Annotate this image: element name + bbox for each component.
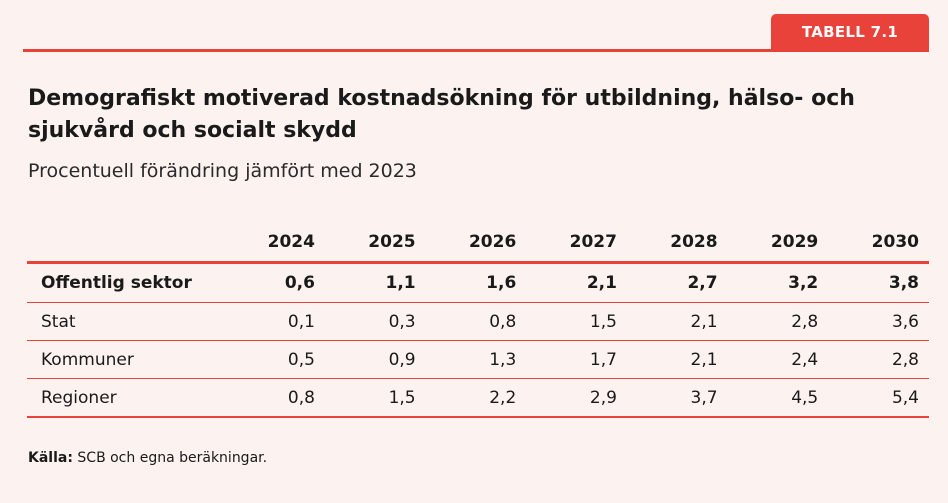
table-cell: 1,6	[425, 262, 527, 303]
column-header-2030: 2030	[828, 220, 929, 264]
table-cell: 0,5	[224, 340, 325, 379]
table-cell: 1,3	[425, 340, 527, 379]
table-cell: 3,8	[828, 262, 929, 303]
table-cell: 1,7	[526, 340, 627, 379]
column-header-2024: 2024	[224, 220, 325, 264]
column-header-2025: 2025	[324, 220, 426, 264]
table-cell: 3,2	[727, 262, 829, 303]
source-text: SCB och egna beräkningar.	[72, 450, 268, 466]
table-cell: 2,2	[425, 378, 527, 418]
column-header-2029: 2029	[727, 220, 829, 264]
table-title: Demografiskt motiverad kostnadsökning fö…	[28, 86, 855, 143]
table-cell: 3,7	[626, 378, 728, 418]
table-cell: 2,7	[626, 262, 728, 303]
row-label: Stat	[27, 302, 225, 341]
table-cell: 1,1	[324, 262, 426, 303]
table-cell: 2,9	[526, 378, 627, 418]
column-header-2026: 2026	[425, 220, 527, 264]
table-cell: 0,9	[324, 340, 426, 379]
table-number-tag: TABELL 7.1	[771, 14, 929, 50]
top-divider	[23, 49, 929, 52]
header-row: 2024 2025 2026 2027 2028 2029 2030	[27, 220, 929, 264]
table-cell: 2,8	[828, 340, 929, 379]
row-label: Offentlig sektor	[27, 262, 225, 303]
table-cell: 5,4	[828, 378, 929, 418]
table-cell: 0,6	[224, 262, 325, 303]
table-cell: 2,1	[526, 262, 627, 303]
header-empty-cell	[27, 220, 225, 264]
table-cell: 1,5	[526, 302, 627, 341]
data-table: 2024 2025 2026 2027 2028 2029 2030 Offen…	[27, 220, 929, 418]
table-row-kommuner: Kommuner 0,5 0,9 1,3 1,7 2,1 2,4 2,8	[27, 340, 929, 379]
table-cell: 0,1	[224, 302, 325, 341]
table-row-offentlig-sektor: Offentlig sektor 0,6 1,1 1,6 2,1 2,7 3,2…	[27, 262, 929, 303]
source-note: Källa: SCB och egna beräkningar.	[28, 450, 267, 466]
table-cell: 0,8	[425, 302, 527, 341]
table-cell: 2,1	[626, 302, 728, 341]
table-cell: 2,1	[626, 340, 728, 379]
table-cell: 1,5	[324, 378, 426, 418]
table-row-regioner: Regioner 0,8 1,5 2,2 2,9 3,7 4,5 5,4	[27, 378, 929, 418]
table-cell: 2,4	[727, 340, 829, 379]
table-cell: 2,8	[727, 302, 829, 341]
row-label: Kommuner	[27, 340, 225, 379]
table-row-stat: Stat 0,1 0,3 0,8 1,5 2,1 2,8 3,6	[27, 302, 929, 341]
table-cell: 4,5	[727, 378, 829, 418]
table-cell: 0,3	[324, 302, 426, 341]
column-header-2028: 2028	[626, 220, 728, 264]
row-label: Regioner	[27, 378, 225, 418]
table-cell: 3,6	[828, 302, 929, 341]
source-label: Källa:	[28, 450, 73, 466]
table-cell: 0,8	[224, 378, 325, 418]
table-subtitle: Procentuell förändring jämfört med 2023	[28, 160, 417, 182]
column-header-2027: 2027	[526, 220, 627, 264]
